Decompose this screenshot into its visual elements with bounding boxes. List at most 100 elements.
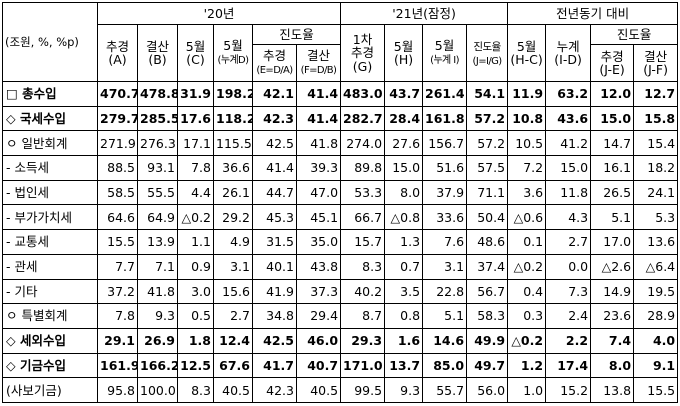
table-cell: 15.7 — [340, 229, 386, 255]
col-2021-may-cum: 5월 (누계 I) — [422, 24, 468, 82]
table-row: - 부가가치세 64.6 64.9 △0.2 29.2 45.3 45.1 66.7 △0.8 3… — [2, 204, 679, 231]
table-cell: 45.3 — [252, 204, 297, 231]
table-cell: 13.8 — [590, 377, 635, 403]
table-cell: 285.5 — [137, 105, 178, 132]
table-cell: 4.9 — [213, 229, 253, 255]
table-cell: 4.0 — [633, 327, 679, 354]
table-cell: 1.3 — [384, 229, 424, 255]
table-cell: 58.5 — [97, 179, 138, 206]
table-cell: 161.9 — [97, 352, 138, 379]
table-cell: 470.7 — [97, 81, 138, 107]
table-cell: 0.7 — [384, 253, 424, 280]
table-row: - 법인세 58.5 55.5 4.4 26.1 44.7 47.0 53.3 8.0 37.9 7… — [2, 179, 679, 206]
col-2020-may: 5월 (C) — [177, 24, 214, 82]
table-cell: 26.5 — [590, 179, 635, 206]
table-cell: 16.1 — [590, 155, 635, 181]
table-cell: 22.8 — [422, 278, 468, 305]
table-cell: △0.6 — [507, 204, 547, 231]
col-2021-first-supp: 1차 추경 (G) — [340, 24, 386, 82]
table-cell: △0.2 — [177, 204, 214, 231]
table-row: ㅇ 특별회계 7.8 9.3 0.5 2.7 34.8 29.4 8.7 0.8 5.1 58.3 0… — [2, 303, 679, 329]
table-cell: 26.9 — [137, 327, 178, 354]
table-cell: 33.6 — [422, 204, 468, 231]
table-cell: 0.1 — [507, 229, 547, 255]
table-cell: 1.8 — [177, 327, 214, 354]
table-cell: 10.8 — [507, 105, 547, 132]
table-cell: 17.0 — [590, 229, 635, 255]
table-cell: 39.3 — [295, 155, 342, 181]
table-cell: 10.5 — [507, 130, 547, 157]
group-header-2020: '20년 — [96, 2, 342, 25]
table-cell: 8.0 — [590, 352, 635, 379]
table-cell: 18.2 — [633, 155, 679, 181]
table-cell: 161.8 — [422, 105, 468, 132]
table-cell: 7.6 — [422, 229, 468, 255]
table-cell: 31.5 — [252, 229, 297, 255]
table-cell: 24.1 — [633, 179, 679, 206]
table-cell: 7.2 — [507, 155, 547, 181]
col-2020-may-cum: 5월 (누계D) — [213, 24, 253, 82]
table-cell: 58.3 — [466, 303, 509, 329]
row-label: ㅇ 특별회계 — [2, 303, 98, 329]
table-cell: 0.9 — [177, 253, 214, 280]
table-cell: 0.0 — [545, 253, 592, 280]
table-cell: 41.2 — [545, 130, 592, 157]
table-cell: 37.9 — [422, 179, 468, 206]
table-cell: 40.5 — [295, 377, 342, 403]
col-yoy-prog-settle: 결산 (J-F) — [633, 44, 679, 82]
table-cell: 2.7 — [545, 229, 592, 255]
table-cell: 57.2 — [466, 105, 509, 132]
table-cell: 1.2 — [507, 352, 547, 379]
unit-label: (조원, %, %p) — [2, 2, 98, 82]
table-cell: 14.7 — [590, 130, 635, 157]
table-cell: 41.9 — [252, 278, 297, 305]
table-cell: 49.7 — [466, 352, 509, 379]
table-row: ◇ 국세수입 279.7 285.5 17.6 118.2 42.3 41.4 282.7 28… — [2, 105, 679, 132]
table-cell: 15.4 — [633, 130, 679, 157]
table-cell: 2.7 — [213, 303, 253, 329]
table-cell: 7.8 — [177, 155, 214, 181]
table-cell: 31.9 — [177, 81, 214, 107]
table-cell: 15.0 — [545, 155, 592, 181]
table-cell: 7.1 — [137, 253, 178, 280]
table-cell: 276.3 — [137, 130, 178, 157]
table-cell: 8.0 — [384, 179, 424, 206]
table-cell: 54.1 — [466, 81, 509, 107]
table-cell: 2.4 — [545, 303, 592, 329]
table-cell: 7.3 — [545, 278, 592, 305]
col-2021-may: 5월 (H) — [384, 24, 424, 82]
table-cell: 8.7 — [340, 303, 386, 329]
table-cell: 9.3 — [137, 303, 178, 329]
table-cell: 115.5 — [213, 130, 253, 157]
row-label: - 기타 — [2, 278, 98, 305]
table-cell: 5.3 — [633, 204, 679, 231]
table-cell: 28.4 — [384, 105, 424, 132]
table-cell: 478.8 — [137, 81, 178, 107]
table-cell: 41.7 — [252, 352, 297, 379]
table-cell: 156.7 — [422, 130, 468, 157]
table-cell: 271.9 — [97, 130, 138, 157]
table-cell: 41.4 — [295, 105, 342, 132]
table-cell: 17.6 — [177, 105, 214, 132]
table-cell: 118.2 — [213, 105, 253, 132]
table-cell: 12.4 — [213, 327, 253, 354]
table-cell: 67.6 — [213, 352, 253, 379]
table-cell: △0.2 — [507, 253, 547, 280]
table-cell: 93.1 — [137, 155, 178, 181]
table-cell: 1.6 — [384, 327, 424, 354]
table-cell: 48.6 — [466, 229, 509, 255]
table-cell: 5.1 — [422, 303, 468, 329]
table-row: ◇ 기금수입 161.9 166.2 12.5 67.6 41.7 40.7 171.0 13.… — [2, 352, 679, 379]
table-cell: 14.9 — [590, 278, 635, 305]
table-cell: 15.2 — [545, 377, 592, 403]
table-cell: 34.8 — [252, 303, 297, 329]
table-cell: 40.5 — [213, 377, 253, 403]
table-cell: 50.4 — [466, 204, 509, 231]
col-yoy-progress: 진도율 — [590, 24, 679, 45]
table-cell: 1.1 — [177, 229, 214, 255]
table-cell: 0.3 — [507, 303, 547, 329]
table-cell: 100.0 — [137, 377, 178, 403]
table-cell: 66.7 — [340, 204, 386, 231]
table-cell: 3.0 — [177, 278, 214, 305]
table-cell: 57.2 — [466, 130, 509, 157]
